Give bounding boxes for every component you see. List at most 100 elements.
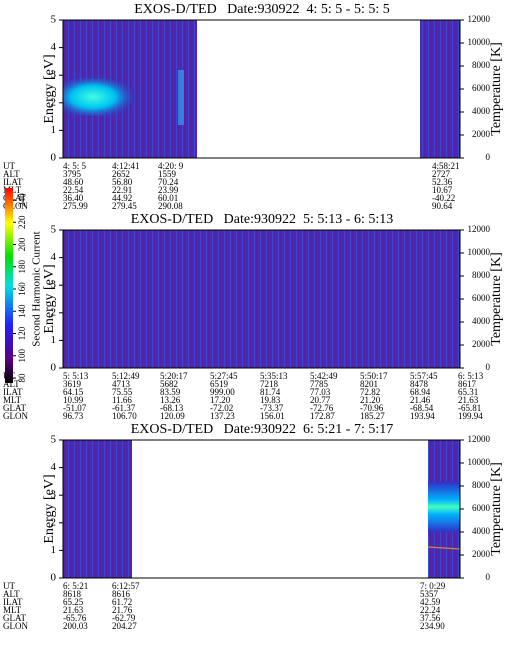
colorbar-tick-label: 220 (17, 215, 27, 229)
colorbar-tick-label: 100 (17, 349, 27, 363)
ephemeris-value: 22.54 (63, 185, 84, 195)
ephemeris-value: 2652 (112, 169, 130, 179)
panel-title: EXOS-D/TED Date:930922 5: 5:13 - 6: 5:13 (131, 212, 393, 227)
y-axis-label: Energy [eV] (42, 54, 57, 123)
colorbar (5, 188, 13, 383)
y-tick-label: 0 (51, 572, 57, 584)
ephemeris-value: 13.26 (160, 395, 181, 405)
ephemeris-value: 7218 (260, 379, 279, 389)
ephemeris-label: ILAT (3, 597, 23, 607)
ephemeris-value: -65.81 (458, 403, 481, 413)
ephemeris-value: 5:35:13 (260, 371, 288, 381)
y-tick-label: 2 (51, 306, 57, 318)
ephemeris-value: 65.25 (63, 597, 84, 607)
ephemeris-value: 6: 5:13 (458, 371, 484, 381)
ephemeris-value: 22.91 (112, 185, 132, 195)
ephemeris-value: -65.76 (63, 613, 87, 623)
ephemeris-value: 11.66 (112, 395, 132, 405)
spectrogram (63, 440, 132, 578)
ephemeris-label: ALT (3, 589, 20, 599)
y-tick-label: 0 (51, 362, 57, 374)
ephemeris-value: 8617 (458, 379, 477, 389)
ephemeris-value: 5:50:17 (360, 371, 388, 381)
y2-tick-label: 12000 (468, 434, 491, 444)
ephemeris-label: GLON (3, 201, 28, 211)
ephemeris-value: 8201 (360, 379, 378, 389)
ephemeris-value: 61.72 (112, 597, 132, 607)
ephemeris-label: GLAT (3, 403, 26, 413)
ephemeris-value: 72.82 (360, 387, 380, 397)
ephemeris-value: 3619 (63, 379, 82, 389)
temperature-trace (427, 546, 461, 550)
ephemeris-value: 4:12:41 (112, 161, 140, 171)
ephemeris-value: 275.99 (63, 201, 88, 211)
ephemeris-label: GLON (3, 621, 28, 631)
y-tick-label: 5 (51, 224, 57, 236)
ephemeris-value: 21.46 (410, 395, 431, 405)
y2-tick-label: 4000 (472, 316, 491, 326)
ephemeris-value: 68.94 (410, 387, 431, 397)
ephemeris-value: 17.20 (210, 395, 231, 405)
ephemeris-value: 6519 (210, 379, 229, 389)
ephemeris-value: 5:20:17 (160, 371, 188, 381)
y2-tick-label: 10000 (468, 37, 491, 47)
ephemeris-value: 96.73 (63, 411, 84, 421)
y2-axis-label: Temperature [K] (489, 42, 504, 135)
ephemeris-value: 22.24 (420, 605, 441, 615)
intensity-band (428, 482, 460, 532)
ephemeris-value: 52.36 (432, 177, 453, 187)
spectrogram (420, 20, 460, 158)
y2-tick-label: 2000 (472, 549, 491, 559)
ephemeris-value: 7: 0:29 (420, 581, 446, 591)
ephemeris-value: 90.64 (432, 201, 453, 211)
ephemeris-value: 2727 (432, 169, 451, 179)
y2-tick-label: 12000 (468, 14, 491, 24)
y2-tick-label: 8000 (472, 60, 491, 70)
ephemeris-value: 21.20 (360, 395, 381, 405)
y2-tick-label: 0 (486, 152, 491, 162)
ephemeris-value: 4: 5: 5 (63, 161, 87, 171)
colorbar-tick-label: 180 (17, 260, 27, 274)
y-axis-label: Energy [eV] (42, 264, 57, 333)
ephemeris-label: GLAT (3, 613, 26, 623)
y-tick-label: 4 (51, 461, 57, 473)
y2-tick-label: 8000 (472, 480, 491, 490)
ephemeris-value: 5:57:45 (410, 371, 438, 381)
y-tick-label: 5 (51, 434, 57, 446)
ephemeris-value: 8478 (410, 379, 429, 389)
ephemeris-value: -61.37 (112, 403, 136, 413)
ephemeris-value: 999.00 (210, 387, 235, 397)
y-tick-label: 1 (51, 124, 57, 136)
ephemeris-value: 77.03 (310, 387, 331, 397)
ephemeris-label: ALT (3, 379, 20, 389)
ephemeris-value: 7785 (310, 379, 329, 389)
y2-tick-label: 10000 (468, 247, 491, 257)
y-tick-label: 3 (51, 69, 57, 81)
ephemeris-value: 4:58:21 (432, 161, 460, 171)
ephemeris-value: 4:20: 9 (158, 161, 184, 171)
ephemeris-value: 5:42:49 (310, 371, 338, 381)
ephemeris-value: 21.63 (63, 605, 84, 615)
ephemeris-value: 36.40 (63, 193, 84, 203)
ephemeris-value: -68.13 (160, 403, 184, 413)
colorbar-label: Second Harmonic Current (31, 231, 43, 346)
ephemeris-value: 185.27 (360, 411, 385, 421)
ephemeris-value: 5682 (160, 379, 178, 389)
ephemeris-value: 60.01 (158, 193, 178, 203)
ephemeris-value: 70.24 (158, 177, 179, 187)
intensity-streak (178, 70, 184, 125)
ephemeris-label: UT (3, 581, 15, 591)
ephemeris-value: 5:27:45 (210, 371, 238, 381)
ephemeris-value: 200.03 (63, 621, 88, 631)
ephemeris-value: 19.83 (260, 395, 281, 405)
ephemeris-value: 44.92 (112, 193, 132, 203)
ephemeris-value: 234.90 (420, 621, 445, 631)
y2-axis-label: Temperature [K] (489, 252, 504, 345)
colorbar-tick-label: 160 (17, 282, 27, 296)
ephemeris-value: 1559 (158, 169, 177, 179)
ephemeris-label: MLT (3, 605, 22, 615)
ephemeris-value: 23.99 (158, 185, 179, 195)
ephemeris-value: -72.02 (210, 403, 233, 413)
y-tick-label: 4 (51, 251, 57, 263)
